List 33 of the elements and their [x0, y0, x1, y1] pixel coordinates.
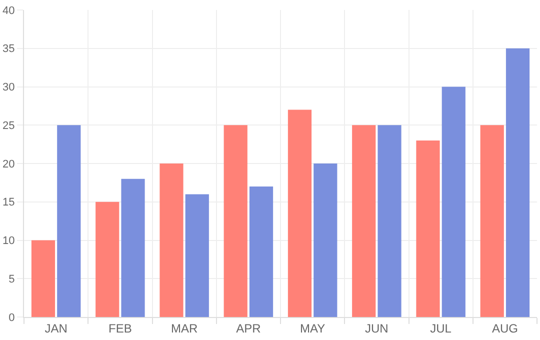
- x-tick-label: JAN: [44, 321, 68, 336]
- bar: [442, 86, 466, 317]
- bar: [416, 140, 440, 317]
- y-tick-label: 5: [8, 273, 15, 286]
- y-tick-label: 30: [2, 82, 15, 94]
- bar: [352, 125, 376, 317]
- y-tick-label: 10: [2, 235, 15, 248]
- y-tick-label: 40: [2, 4, 15, 17]
- bar: [121, 178, 145, 317]
- bar: [96, 202, 120, 317]
- bar: [185, 194, 209, 317]
- bar: [224, 125, 248, 317]
- bar: [249, 186, 274, 317]
- y-tick-label: 0: [8, 312, 15, 324]
- x-tick-label: AUG: [492, 321, 518, 336]
- bar: [480, 125, 504, 317]
- x-tick-label: APR: [236, 321, 262, 336]
- y-tick-label: 35: [2, 43, 15, 56]
- y-tick-label: 20: [2, 158, 15, 170]
- x-tick-label: MAY: [300, 321, 326, 336]
- x-tick-label: MAR: [170, 321, 198, 336]
- y-tick-label: 15: [2, 196, 15, 209]
- bar: [160, 164, 184, 317]
- x-tick-label: FEB: [108, 321, 132, 336]
- bar: [378, 125, 402, 317]
- bar: [314, 164, 338, 317]
- x-tick-label: JUL: [430, 321, 452, 336]
- y-tick-label: 25: [2, 120, 15, 132]
- bar: [288, 110, 312, 317]
- bar: [57, 125, 81, 317]
- bar: [506, 48, 530, 317]
- bar: [31, 240, 56, 317]
- x-tick-label: JUN: [365, 321, 388, 336]
